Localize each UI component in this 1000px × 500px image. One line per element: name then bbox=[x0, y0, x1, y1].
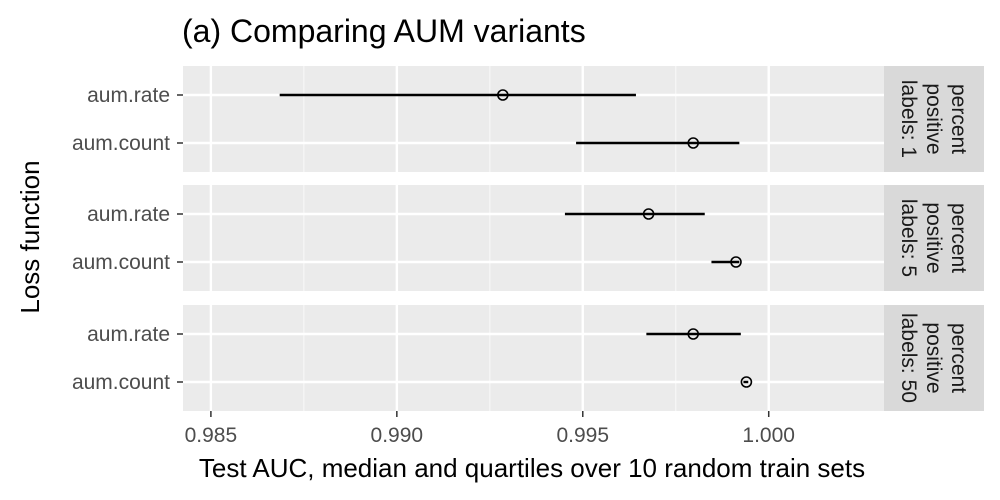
facet-strip-label: percentpositivelabels: 1 bbox=[897, 80, 970, 158]
median-point bbox=[730, 256, 742, 268]
x-tick-label: 0.995 bbox=[556, 424, 609, 447]
y-tick-label: aum.rate bbox=[87, 84, 170, 107]
facet-strip bbox=[884, 305, 984, 411]
median-point bbox=[642, 208, 655, 220]
x-axis-title: Test AUC, median and quartiles over 10 r… bbox=[199, 453, 865, 483]
facet-strip-line: labels: 1 bbox=[897, 80, 920, 158]
facet-strip-label: percentpositivelabels: 50 bbox=[897, 313, 970, 403]
median-point bbox=[687, 328, 700, 340]
facet-panel: percentpositivelabels: 5 aum.rate aum.coun… bbox=[72, 185, 984, 291]
x-tick-label: 1.000 bbox=[742, 424, 795, 447]
y-tick-label: aum.rate bbox=[87, 323, 170, 346]
y-tick-label: aum.count bbox=[72, 132, 170, 155]
median-point bbox=[687, 137, 700, 149]
facet-strip-line: positive bbox=[922, 322, 945, 393]
facet-strip-line: positive bbox=[922, 83, 945, 154]
x-tick-label: 0.990 bbox=[371, 424, 424, 447]
facet-strip-line: percent bbox=[947, 84, 970, 154]
median-point bbox=[740, 376, 753, 388]
facet-panel: percentpositivelabels: 50 aum.rate aum.cou… bbox=[72, 305, 984, 411]
facet-panel: percentpositivelabels: 1 aum.rate aum.coun… bbox=[72, 66, 984, 172]
facet-strip bbox=[884, 185, 984, 291]
y-tick-label: aum.rate bbox=[87, 203, 170, 226]
facet-strip-line: percent bbox=[947, 323, 970, 393]
facet-strip bbox=[884, 66, 984, 172]
y-tick-label: aum.count bbox=[72, 251, 170, 274]
chart-title: (a) Comparing AUM variants bbox=[182, 13, 586, 49]
panel-background bbox=[183, 66, 884, 172]
panels: percentpositivelabels: 1aum.rateaum.coun… bbox=[72, 66, 984, 411]
y-tick-label: aum.count bbox=[72, 371, 170, 394]
panel-background bbox=[183, 305, 884, 411]
x-tick-label: 0.985 bbox=[185, 424, 238, 447]
facet-strip-line: percent bbox=[947, 203, 970, 273]
facet-strip-label: percentpositivelabels: 5 bbox=[897, 199, 970, 277]
median-point bbox=[497, 89, 509, 101]
panel-background bbox=[183, 185, 884, 291]
y-axis-title: Loss function bbox=[15, 160, 45, 313]
facet-strip-line: labels: 5 bbox=[897, 199, 920, 277]
facet-strip-line: labels: 50 bbox=[897, 313, 920, 403]
facet-strip-line: positive bbox=[922, 202, 945, 273]
x-axis: 0.985 0.990 0.995 1.000 bbox=[185, 411, 795, 447]
